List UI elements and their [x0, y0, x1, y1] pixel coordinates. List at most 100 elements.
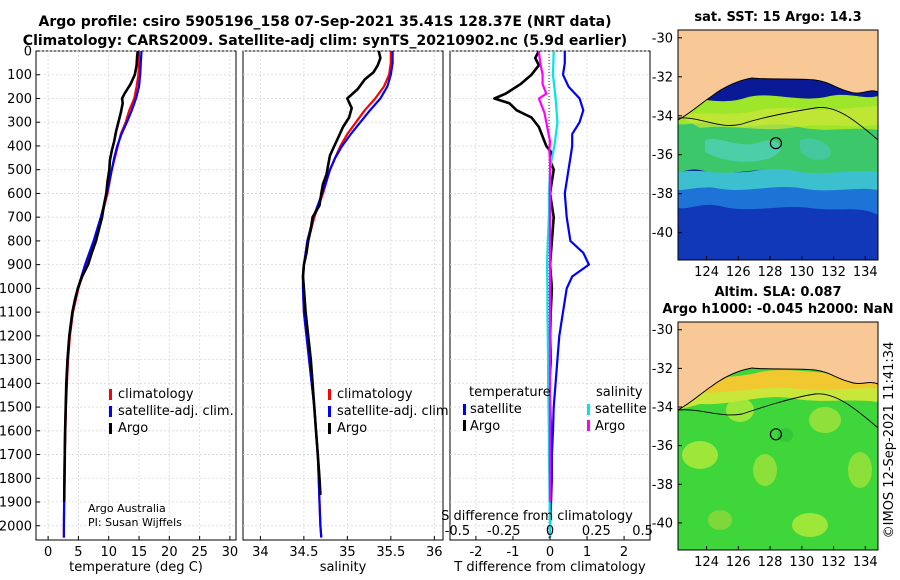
sla-map-frame: [677, 321, 879, 551]
depth-tick-label: 1900: [0, 496, 32, 511]
map-lat-label: -36: [652, 148, 673, 163]
s-difference-label: S difference from climatology: [441, 509, 633, 524]
x-tick-label: 15: [131, 545, 148, 560]
temperature-xlabel: temperature (deg C): [69, 560, 203, 575]
map-lon-label: 134: [853, 555, 878, 570]
sla-map-title-line1: Altim. SLA: 0.087: [715, 285, 842, 300]
x-tick-label: 35: [339, 545, 356, 560]
temperature-lines: [62, 51, 143, 538]
figure-title-line1: Argo profile: csiro 5905196_158 07-Sep-2…: [38, 14, 612, 30]
map-lon-label: 128: [758, 555, 783, 570]
legend-s-argo-swatch: [587, 420, 590, 431]
legend-climatology: climatology: [337, 387, 413, 402]
t-difference-label: T difference from climatology: [453, 560, 646, 575]
map-lon-label: 130: [789, 265, 814, 280]
depth-tick-label: 100: [7, 68, 32, 83]
salinity-axes-box: [242, 50, 444, 541]
depth-tick-label: 2000: [0, 519, 32, 534]
map-lon-label: 126: [726, 555, 751, 570]
legend-argo: Argo: [118, 421, 148, 436]
depth-tick-label: 300: [7, 116, 32, 131]
map-lat-label: -30: [652, 323, 673, 338]
depth-tick-label: 1400: [0, 377, 32, 392]
credit-line1: Argo Australia: [88, 502, 166, 515]
sst-map-image: [678, 30, 878, 260]
difference-lines: [493, 51, 591, 538]
depth-tick-label: 0: [24, 45, 32, 60]
legend-s-satellite: satellite: [595, 402, 647, 417]
difference-panel: -2 -1 0 1 2 -0.5 -0.25 0 0.25 0.5 S difference f…: [441, 50, 653, 575]
legend-climatology-swatch: [328, 389, 331, 400]
map-lon-label: 124: [694, 555, 719, 570]
x-tick-label: 34.5: [289, 545, 318, 560]
s-diff-tick-label: 0: [546, 524, 554, 539]
map-lat-label: -34: [652, 109, 673, 124]
map-lat-label: -30: [652, 31, 673, 46]
x-tick-label: 10: [100, 545, 117, 560]
legend-t-satellite-swatch: [463, 404, 466, 415]
depth-ticks: 0 100 200 300 400 500 600 700 800 900 1000 1100 1200…: [0, 45, 40, 534]
salinity-xlabel: salinity: [320, 560, 367, 575]
series-line-argo: [301, 51, 382, 495]
depth-tick-label: 1800: [0, 472, 32, 487]
sla-map-title-line2: Argo h1000: -0.045 h2000: NaN: [662, 302, 893, 317]
depth-tick-label: 1000: [0, 282, 32, 297]
s-diff-tick-label: -0.5: [445, 524, 470, 539]
legend-satellite-swatch: [328, 406, 331, 417]
argo-location-marker: [769, 137, 783, 150]
legend-temperature-title: temperature: [469, 385, 551, 400]
map-lon-label: 124: [694, 265, 719, 280]
legend-t-argo-swatch: [463, 420, 466, 431]
salinity-xticks: 34 34.5 35 35.5 36: [252, 536, 443, 560]
legend-argo-swatch: [328, 423, 331, 434]
series-line-temperature-satellite: [548, 51, 591, 538]
map-lon-label: 130: [789, 555, 814, 570]
legend-argo-swatch: [109, 423, 112, 434]
x-tick-label: 0: [44, 545, 52, 560]
map-lon-label: 134: [853, 265, 878, 280]
legend-satellite-swatch: [109, 406, 112, 417]
temperature-legend: climatology satellite-adj. clim. Argo: [109, 387, 234, 436]
legend-s-argo: Argo: [595, 419, 625, 434]
map-lat-label: -32: [652, 70, 673, 85]
depth-tick-label: 1100: [0, 306, 32, 321]
legend-s-satellite-swatch: [587, 404, 590, 415]
x-tick-label: -2: [469, 545, 482, 560]
legend-climatology-swatch: [109, 389, 112, 400]
depth-tick-label: 1300: [0, 353, 32, 368]
s-diff-tick-label: 0.5: [632, 524, 653, 539]
series-line-argo: [62, 51, 140, 503]
x-tick-label: 36: [426, 545, 443, 560]
legend-climatology: climatology: [118, 387, 194, 402]
x-tick-label: 0: [546, 545, 554, 560]
map-lon-label: 126: [726, 265, 751, 280]
map-lon-label: 132: [821, 555, 846, 570]
temperature-xticks: 0 5 10 15 20 25 30: [44, 536, 238, 560]
legend-t-argo: Argo: [470, 419, 500, 434]
s-diff-tick-label: 0.25: [582, 524, 611, 539]
map-lat-label: -38: [652, 478, 673, 493]
map-lat-label: -34: [652, 401, 673, 416]
temperature-axes-box: [35, 50, 237, 541]
difference-xticks: -2 -1 0 1 2: [469, 536, 628, 560]
x-tick-label: 30: [222, 545, 239, 560]
legend-satellite: satellite-adj. clim.: [118, 404, 234, 419]
depth-tick-label: 500: [7, 163, 32, 178]
map-lat-label: -40: [652, 516, 673, 531]
imos-timestamp: ©IMOS 12-Sep-2021 11:41:34: [882, 342, 897, 539]
x-tick-label: 25: [191, 545, 208, 560]
legend-t-satellite: satellite: [470, 402, 522, 417]
depth-tick-label: 700: [7, 211, 32, 226]
depth-tick-label: 800: [7, 234, 32, 249]
x-tick-label: 34: [252, 545, 269, 560]
series-line-salinity-argo: [537, 51, 552, 502]
x-tick-label: -1: [506, 545, 519, 560]
depth-tick-label: 900: [7, 258, 32, 273]
argo-location-marker: [769, 428, 783, 441]
x-tick-label: 5: [74, 545, 82, 560]
sst-map-axes: 124 126 128 130 132 134 -30 -32 -34 -36 -38 -40: [652, 31, 878, 280]
salinity-lines: [301, 51, 394, 538]
depth-tick-label: 600: [7, 187, 32, 202]
sla-map-axes: 124 126 128 130 132 134 -30 -32 -34 -36 -38 -40: [652, 323, 878, 570]
map-lon-label: 128: [758, 265, 783, 280]
